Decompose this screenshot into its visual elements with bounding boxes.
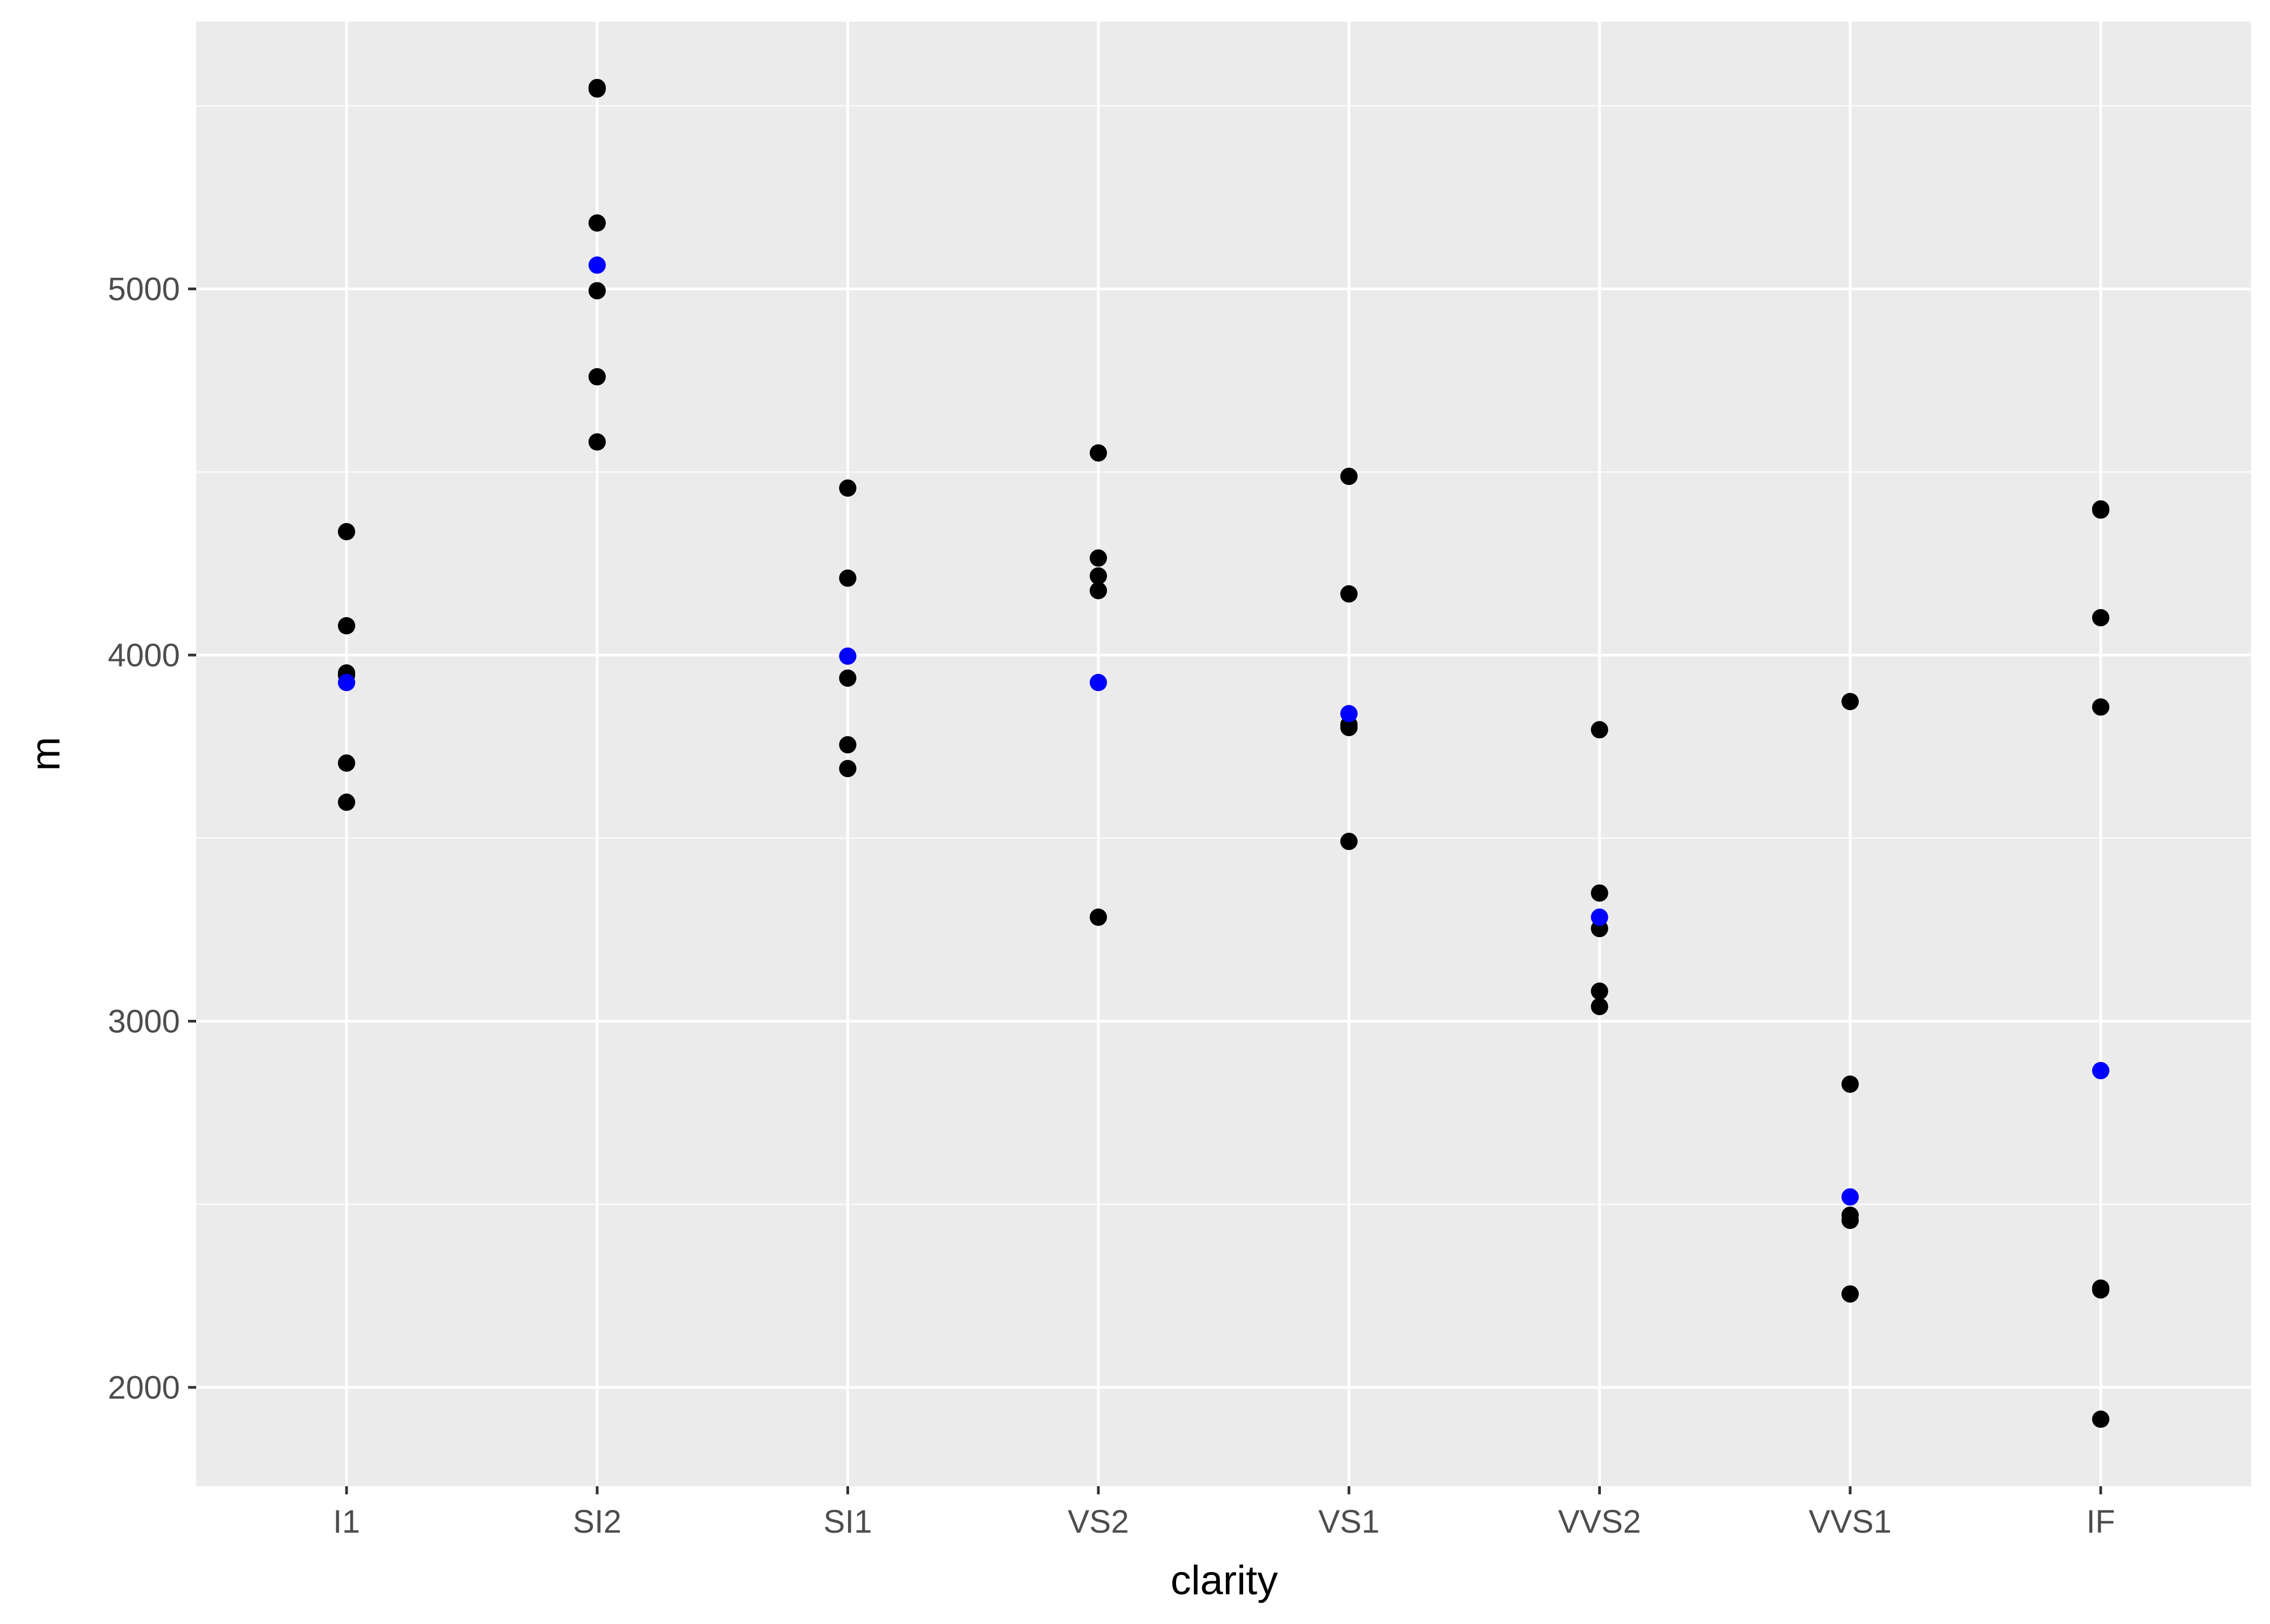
mean-point [1340, 705, 1358, 723]
x-tick-label: SI2 [573, 1503, 622, 1540]
data-point [338, 754, 356, 772]
x-tick-label: VS1 [1318, 1503, 1379, 1540]
data-point [588, 282, 606, 299]
data-point [338, 523, 356, 540]
data-point [839, 479, 857, 497]
data-point [1090, 582, 1107, 599]
data-point [839, 569, 857, 587]
y-tick-label: 3000 [108, 1004, 180, 1040]
data-point [1591, 884, 1608, 902]
x-tick-label: IF [2086, 1503, 2115, 1540]
data-point [839, 760, 857, 778]
mean-point [1090, 673, 1107, 691]
panel-background [196, 22, 2251, 1486]
y-axis-title: m [23, 737, 69, 771]
data-point [1090, 549, 1107, 567]
data-point [1591, 721, 1608, 739]
plot-panel [196, 22, 2251, 1486]
data-point [839, 736, 857, 754]
data-point [588, 214, 606, 232]
y-tick-label: 5000 [108, 271, 180, 308]
data-points [338, 78, 2109, 1428]
x-tick-label: VVS1 [1808, 1503, 1891, 1540]
x-tick-label: I1 [333, 1503, 360, 1540]
data-point [588, 368, 606, 386]
grid-lines [196, 22, 2251, 1486]
mean-point [1841, 1188, 1859, 1206]
data-point [1841, 1212, 1859, 1229]
mean-point [588, 256, 606, 274]
data-point [2092, 698, 2109, 716]
axes: 2000 3000 4000 5000 I1 SI2 SI1 VS2 VS1 VVS2 VVS1 IF [108, 271, 2115, 1540]
x-tick-label: VS2 [1067, 1503, 1129, 1540]
mean-point [2092, 1062, 2109, 1080]
y-tick-label: 4000 [108, 637, 180, 673]
data-point [1340, 832, 1358, 850]
x-axis-title: clarity [1171, 1558, 1278, 1603]
data-point [1841, 1075, 1859, 1093]
data-point [338, 617, 356, 634]
data-point [2092, 1411, 2109, 1428]
data-point [1591, 983, 1608, 1000]
data-point [1841, 693, 1859, 711]
y-tick-label: 2000 [108, 1369, 180, 1406]
x-tick-label: SI1 [823, 1503, 872, 1540]
data-point [1591, 998, 1608, 1015]
mean-point [839, 647, 857, 665]
data-point [2092, 1281, 2109, 1299]
data-point [1340, 467, 1358, 485]
data-point [588, 433, 606, 451]
mean-point [338, 673, 356, 691]
data-point [1090, 908, 1107, 926]
data-point [1090, 567, 1107, 585]
data-point [1340, 585, 1358, 603]
data-point [588, 80, 606, 98]
x-tick-label: VVS2 [1558, 1503, 1641, 1540]
data-point [338, 793, 356, 811]
data-point [2092, 609, 2109, 626]
mean-point [1591, 908, 1608, 926]
data-point [2092, 501, 2109, 519]
data-point [1090, 444, 1107, 462]
data-point [1340, 719, 1358, 737]
data-point [839, 669, 857, 687]
data-point [1841, 1285, 1859, 1303]
